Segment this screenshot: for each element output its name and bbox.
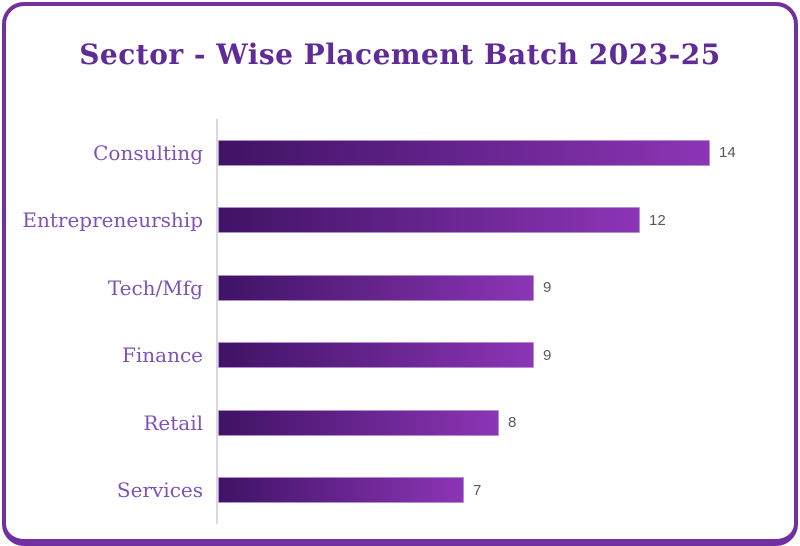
bar-row: Finance 9 [6,322,794,390]
category-label: Retail [143,410,203,435]
bar-row: Services 7 [6,457,794,525]
category-label: Consulting [93,140,203,165]
plot-area: Consulting 14 Entrepreneurship 12 Tech/Mfg 9 F… [6,119,794,524]
bar-row: Consulting 14 [6,119,794,187]
value-label: 12 [649,211,666,229]
bar [218,207,640,234]
bar-track: 9 [218,274,794,301]
category-label: Entrepreneurship [22,208,203,233]
bar-track: 12 [218,207,794,234]
bar-row: Retail 8 [6,389,794,457]
bar-track: 9 [218,342,794,369]
value-label: 8 [508,414,517,432]
bar-row: Tech/Mfg 9 [6,254,794,322]
bar-row: Entrepreneurship 12 [6,187,794,255]
bar-track: 7 [218,477,794,504]
category-label: Tech/Mfg [107,275,203,300]
chart-title: Sector - Wise Placement Batch 2023-25 [79,38,721,71]
bar-track: 8 [218,409,794,436]
bar [218,274,534,301]
bar [218,342,534,369]
category-axis-line [216,119,218,524]
bar [218,477,464,504]
bar-rows: Consulting 14 Entrepreneurship 12 Tech/Mfg 9 F… [6,119,794,524]
value-label: 9 [543,346,552,364]
value-label: 9 [543,279,552,297]
value-label: 7 [473,481,482,499]
bar [218,409,499,436]
category-label: Finance [122,343,203,368]
category-label: Services [116,478,203,503]
bar-track: 14 [218,139,794,166]
bar [218,139,710,166]
value-label: 14 [719,144,736,162]
